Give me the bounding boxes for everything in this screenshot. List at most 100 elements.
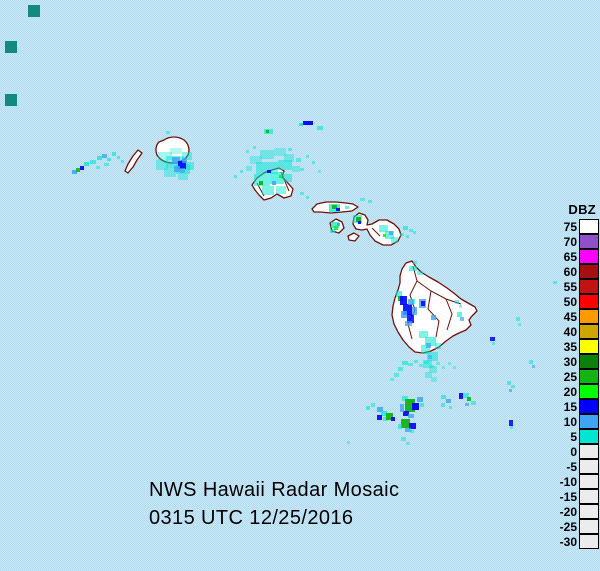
radar-echo xyxy=(389,231,393,235)
legend-value-label: 70 xyxy=(563,234,577,249)
radar-echo xyxy=(417,271,423,275)
radar-echo xyxy=(107,158,111,161)
radar-echo xyxy=(240,170,243,173)
legend-value-label: -30 xyxy=(559,534,577,549)
radar-echo xyxy=(413,231,416,234)
radar-echo xyxy=(465,403,469,406)
radar-echo xyxy=(84,162,89,166)
radar-echo xyxy=(383,417,388,421)
radar-echo xyxy=(442,366,445,369)
radar-echo xyxy=(368,200,372,203)
radar-echo xyxy=(427,352,438,361)
legend-value-label: 20 xyxy=(563,384,577,399)
radar-echo xyxy=(306,155,309,158)
radar-echo xyxy=(405,428,411,432)
radar-echo xyxy=(492,342,495,345)
legend-value-label: 25 xyxy=(563,369,577,384)
product-title: NWS Hawaii Radar Mosaic xyxy=(149,479,400,501)
legend-color-swatch xyxy=(579,264,599,279)
radar-echo xyxy=(379,225,388,232)
legend-row: 65 xyxy=(549,249,599,264)
radar-echo xyxy=(158,152,172,160)
radar-echo xyxy=(371,403,375,407)
legend-color-swatch xyxy=(579,414,599,429)
radar-echo xyxy=(401,437,406,441)
legend-value-label: 60 xyxy=(563,264,577,279)
radar-echo xyxy=(460,317,464,321)
radar-echo xyxy=(510,426,513,429)
legend-color-swatch xyxy=(579,474,599,489)
legend-value-label: 35 xyxy=(563,339,577,354)
radar-echo xyxy=(330,229,335,233)
legend-row: 55 xyxy=(549,279,599,294)
legend-row: 10 xyxy=(549,414,599,429)
radar-echo xyxy=(284,154,294,162)
radar-echo xyxy=(509,420,513,426)
legend-color-swatch xyxy=(579,309,599,324)
legend-row: 30 xyxy=(549,354,599,369)
artifact-squares-layer xyxy=(5,5,40,106)
radar-echo xyxy=(401,311,407,318)
island-niihau xyxy=(124,149,143,174)
radar-echo xyxy=(292,166,300,172)
radar-echo xyxy=(366,406,370,410)
radar-echo xyxy=(166,131,170,134)
radar-echo xyxy=(430,365,434,368)
product-timestamp: 0315 UTC 12/25/2016 xyxy=(149,507,354,529)
radar-echo xyxy=(424,361,429,364)
radar-echo xyxy=(412,403,419,410)
radar-echo xyxy=(441,403,445,407)
radar-echo xyxy=(453,366,456,369)
radar-echo xyxy=(425,372,432,378)
radar-echo xyxy=(386,413,393,420)
radar-echo xyxy=(259,181,263,185)
radar-echo xyxy=(96,166,100,169)
radar-echo xyxy=(112,152,116,156)
radar-echo xyxy=(172,157,180,164)
legend-scale: 75 70 65 60 55 50 45 40 35 30 25 20 15 10 5 0 -5 -10 -15 -2… xyxy=(549,219,599,549)
radar-echo xyxy=(408,414,414,418)
legend-row: 45 xyxy=(549,309,599,324)
artifact-square xyxy=(5,94,17,106)
legend-value-label: -5 xyxy=(566,459,577,474)
radar-echo xyxy=(337,223,340,226)
radar-echo xyxy=(459,305,462,308)
radar-echo xyxy=(412,307,417,315)
legend-row: 5 xyxy=(549,429,599,444)
radar-echo xyxy=(402,396,408,401)
radar-echo xyxy=(76,168,80,172)
legend-color-swatch xyxy=(579,369,599,384)
radar-echo xyxy=(421,345,430,354)
radar-echo xyxy=(402,361,408,365)
radar-echo xyxy=(332,205,337,209)
radar-echo xyxy=(117,156,120,159)
radar-echo xyxy=(303,121,313,125)
radar-echo xyxy=(272,181,276,185)
legend-color-swatch xyxy=(579,504,599,519)
legend-row: -20 xyxy=(549,504,599,519)
legend-value-label: 0 xyxy=(570,444,577,459)
radar-echo xyxy=(234,175,237,178)
radar-echo xyxy=(336,208,340,211)
radar-echo xyxy=(80,166,84,170)
radar-echo xyxy=(97,156,102,160)
radar-echo xyxy=(274,148,286,156)
radar-echo xyxy=(279,175,282,178)
legend-value-label: 50 xyxy=(563,294,577,309)
legend-color-swatch xyxy=(579,429,599,444)
legend-row: -30 xyxy=(549,534,599,549)
legend-row: 50 xyxy=(549,294,599,309)
legend-row: -25 xyxy=(549,519,599,534)
radar-echo xyxy=(102,154,107,158)
radar-echo xyxy=(253,146,256,149)
radar-echo xyxy=(409,423,416,429)
radar-echo xyxy=(401,419,410,428)
radar-echo xyxy=(413,261,417,264)
legend-value-label: -20 xyxy=(559,504,577,519)
radar-echo xyxy=(398,367,403,371)
radar-echo xyxy=(390,378,394,381)
radar-echo xyxy=(377,407,383,412)
legend-row: -15 xyxy=(549,489,599,504)
radar-echo xyxy=(246,166,252,171)
